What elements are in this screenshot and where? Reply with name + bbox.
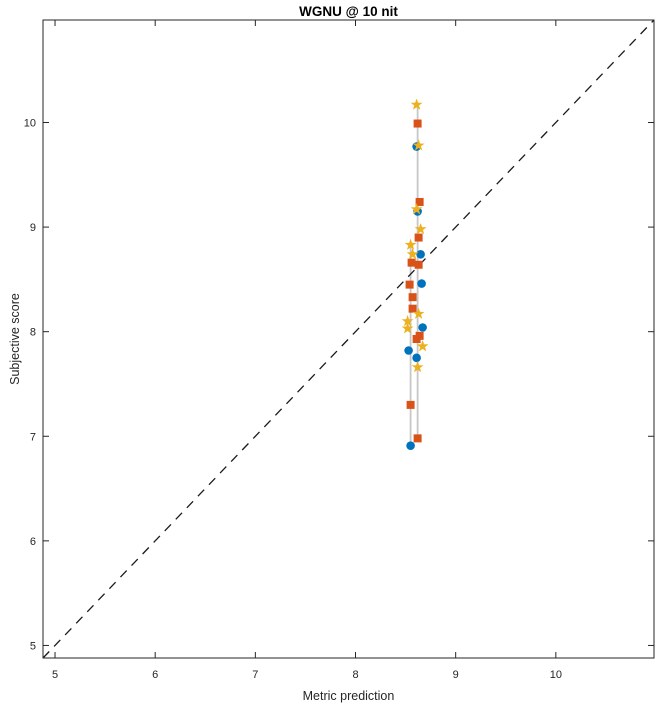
data-point-square (414, 233, 423, 242)
x-tick-label: 9 (453, 669, 459, 681)
data-point-circle (417, 279, 426, 288)
y-tick-label: 5 (30, 640, 36, 652)
data-point-star (412, 307, 425, 319)
data-point-star (410, 203, 423, 215)
data-point-star (410, 98, 423, 110)
y-tick-label: 10 (24, 117, 36, 129)
data-point-star (404, 238, 417, 250)
data-point-star (411, 361, 424, 373)
chart-title: WGNU @ 10 nit (299, 4, 398, 19)
data-point-square (408, 304, 417, 313)
x-tick-label: 5 (52, 669, 58, 681)
x-tick-label: 7 (252, 669, 258, 681)
data-point-star (416, 340, 429, 352)
data-point-square (412, 335, 421, 343)
y-tick-label: 7 (30, 431, 36, 443)
x-axis-label: Metric prediction (303, 689, 395, 703)
data-point-star (414, 222, 427, 235)
data-point-star (412, 139, 425, 151)
data-point-circle (412, 353, 421, 363)
y-tick-label: 8 (30, 327, 36, 339)
identity-line (42, 19, 655, 659)
x-tick-label: 6 (152, 669, 158, 681)
data-point-square (413, 434, 422, 443)
data-point-square (415, 197, 424, 206)
data-point-star (401, 322, 414, 334)
data-point-star (406, 248, 419, 260)
data-point-square (414, 260, 423, 269)
y-tick-label: 6 (30, 536, 36, 548)
data-point-square (413, 119, 422, 128)
x-tick-label: 10 (550, 669, 562, 681)
y-tick-label: 9 (30, 222, 36, 234)
data-point-circle (416, 249, 425, 259)
data-point-square (407, 258, 416, 267)
y-axis-label: Subjective score (8, 293, 22, 385)
data-point-circle (406, 441, 415, 450)
data-point-star (401, 315, 414, 327)
data-point-square (406, 400, 415, 409)
data-point-square (405, 280, 414, 289)
axes-box (42, 19, 655, 659)
data-point-circle (418, 323, 427, 332)
data-point-square (408, 293, 417, 302)
data-point-circle (404, 346, 413, 355)
plot-layer: 5 6 7 8 9 10 5 6 7 8 9 10 (24, 19, 655, 681)
x-tick-label: 8 (352, 669, 358, 681)
